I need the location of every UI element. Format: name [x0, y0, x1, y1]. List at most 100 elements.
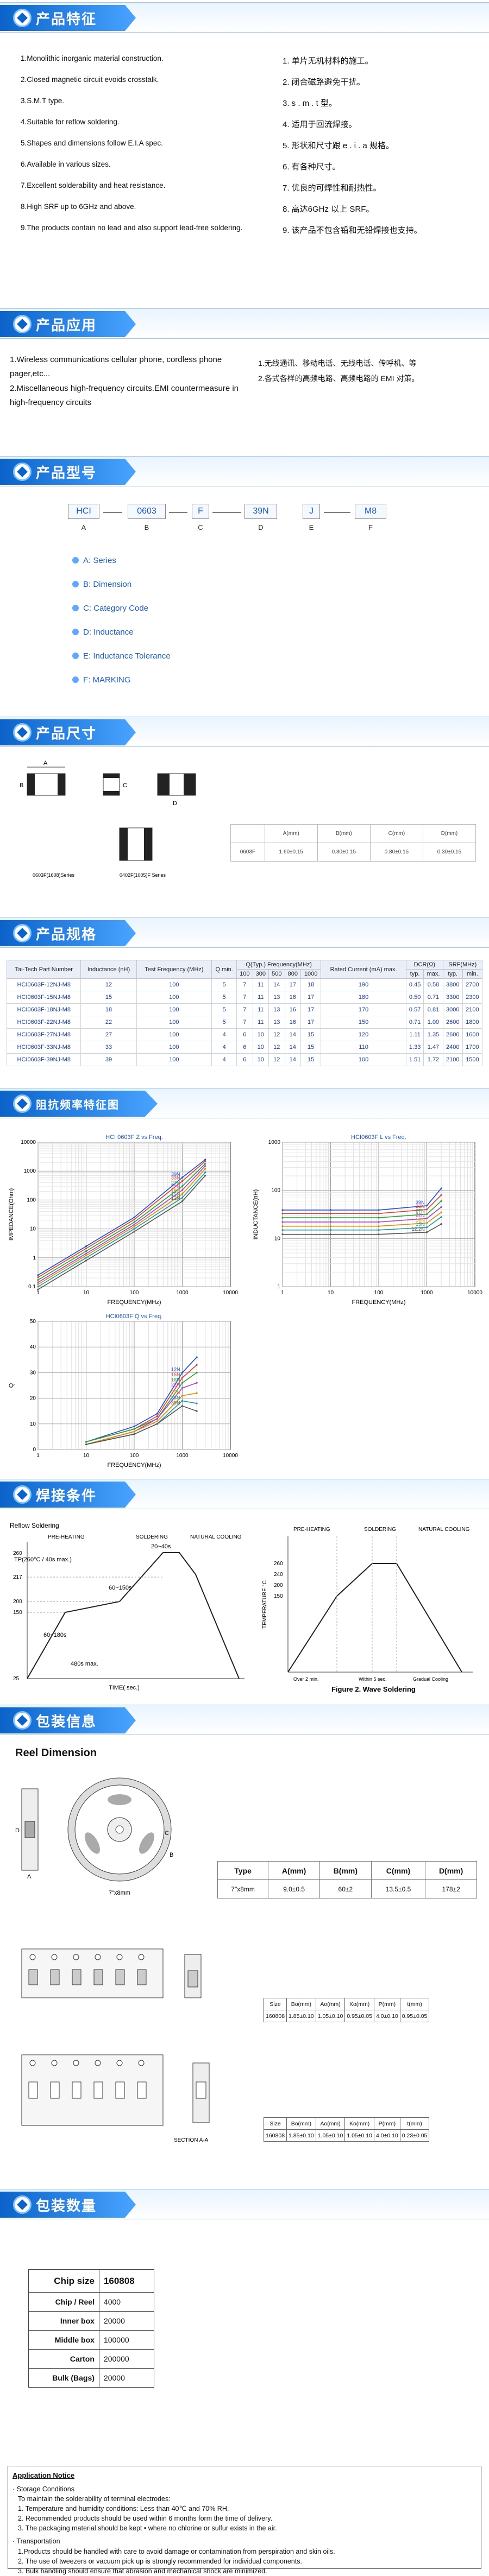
data-point	[196, 1356, 198, 1358]
data-point	[85, 1252, 87, 1255]
feature-en: 3.S.M.T type.	[21, 97, 65, 105]
reflow-t20: 20~40s	[151, 1543, 171, 1550]
data-point	[440, 1187, 442, 1189]
reflow-title: Reflow Soldering	[10, 1522, 59, 1529]
data-point	[156, 1417, 158, 1420]
tape-drawing-2: SECTION A-A	[21, 2054, 210, 2143]
data-point	[181, 1176, 184, 1179]
data-point	[181, 1197, 184, 1199]
spec-cell: 2300	[462, 991, 483, 1004]
data-point	[181, 1400, 184, 1402]
spec-cell: 150	[321, 1016, 406, 1029]
data-point	[156, 1413, 158, 1415]
code-letter: E	[309, 523, 314, 531]
spec-cell: 5	[211, 978, 237, 991]
data-point	[133, 1428, 135, 1430]
spec-cell: 18	[300, 978, 322, 991]
tape-header: Size	[263, 2117, 287, 2130]
feature-cn: 5. 形状和尺寸跟 e . i . a 规格。	[283, 141, 394, 150]
data-point	[425, 1213, 428, 1216]
diamond-icon	[13, 315, 32, 333]
spec-cell: 100	[136, 1053, 212, 1066]
part-code-row: HCI 0603 F 39N J M8 A B C D E F	[68, 504, 405, 531]
spec-cell: 1.47	[423, 1041, 443, 1054]
data-point	[440, 1206, 442, 1208]
tape-header: Ko(mm)	[344, 2117, 374, 2130]
spec-cell: 0.57	[405, 1003, 424, 1016]
data-point	[85, 1259, 87, 1262]
data-point	[378, 1221, 380, 1223]
spec-cell: 2100	[442, 1053, 463, 1066]
data-point	[440, 1223, 442, 1225]
spec-cell: 5	[211, 1003, 237, 1016]
storage-item: 1. Temperature and humidity conditions: …	[18, 2505, 229, 2513]
data-point	[440, 1200, 442, 1202]
spec-cell: 13	[268, 991, 285, 1004]
spec-cell: 6	[236, 1041, 253, 1054]
reflow-soldering: SOLDERING	[136, 1534, 168, 1540]
features-cn-list: 1. 单片无机材料的施工。 2. 闭合磁路避免干扰。 3. s . m . t …	[283, 56, 489, 247]
reflow-t60-180: 60~180s	[43, 1632, 67, 1638]
data-point	[440, 1211, 442, 1213]
spec-cell: 100	[136, 991, 212, 1004]
wave-x: Within 5 sec.	[359, 1676, 387, 1682]
data-point	[156, 1423, 158, 1425]
dim-header: D(mm)	[422, 824, 477, 843]
spec-cell: 4	[211, 1053, 237, 1066]
spec-cell: 12	[268, 1028, 285, 1041]
x-tick-label: 1000	[176, 1453, 189, 1459]
series-label: 18N	[171, 1188, 180, 1194]
data-point	[133, 1225, 135, 1227]
spec-subheader: max.	[423, 969, 443, 979]
spec-cell: 15	[80, 991, 137, 1004]
spec-cell: 3800	[442, 978, 463, 991]
code-separators	[103, 512, 350, 513]
tape-header: Ao(mm)	[315, 2117, 346, 2130]
data-point	[37, 1286, 39, 1288]
spec-subheader: 1000	[300, 969, 322, 979]
feature-en: 8.High SRF up to 6GHz and above.	[21, 202, 136, 211]
spec-cell: 3000	[442, 1003, 463, 1016]
data-point	[281, 1209, 284, 1211]
spec-row: HCI0603F-27NJ-M8 27 100 4 6 10 12 14 15 120 1.11 1.…	[6, 1028, 483, 1041]
spec-cell: 0.71	[405, 1016, 424, 1029]
diamond-icon	[13, 1094, 32, 1113]
reel-label-a: A	[27, 1874, 32, 1880]
dim-label-a: A	[43, 760, 48, 767]
y-tick-label: 100	[27, 1197, 36, 1203]
spec-cell: 1700	[462, 1041, 483, 1054]
reel-header: A(mm)	[268, 1861, 320, 1880]
spec-cell: 11	[252, 978, 269, 991]
tape-cell: 0.95±0.05	[399, 2010, 430, 2022]
y-axis-label: INDUCTANCE(nH)	[253, 1189, 259, 1240]
spec-header: Test Frequency (MHz)	[136, 960, 212, 979]
dim-header: C(mm)	[369, 824, 423, 843]
y-tick-label: 1000	[24, 1168, 36, 1174]
data-point	[181, 1405, 184, 1407]
data-point	[37, 1288, 39, 1290]
qty-key: Carton	[28, 2349, 99, 2369]
x-tick-label: 1000	[176, 1290, 189, 1296]
data-point	[204, 1165, 206, 1167]
tape-header: Bo(mm)	[286, 2117, 316, 2130]
reel-drawing: D A C B 7"x8mm	[15, 1777, 173, 1896]
application-cn-item: 2.各式各样的高频电路、高频电路的 EMI 对策。	[258, 374, 419, 383]
spec-header: Inductance (nH)	[80, 960, 137, 979]
dimension-table: A(mm) B(mm) C(mm) D(mm) 0603F 1.60±0.15 …	[230, 824, 477, 862]
spec-header: DCR(Ω)	[405, 960, 443, 970]
data-point	[204, 1159, 206, 1161]
legend-item-label: D: Inductance	[83, 627, 134, 637]
spec-subheader: 100	[236, 969, 253, 979]
dim-header	[230, 824, 265, 843]
tape-header: P(mm)	[373, 2117, 400, 2130]
tape-table-2: Size Bo(mm) Ao(mm) Ko(mm) P(mm) t(mm) 16…	[263, 2117, 430, 2142]
section-title: 产品型号	[36, 465, 97, 482]
x-tick-label: 10	[83, 1453, 90, 1459]
dim-header: B(mm)	[317, 824, 371, 843]
spec-cell: 6	[236, 1053, 253, 1066]
spec-part-number: HCI0603F-15NJ-M8	[6, 991, 82, 1004]
spec-cell: 7	[236, 1003, 253, 1016]
wave-soldering: SOLDERING	[364, 1527, 396, 1533]
spec-cell: 100	[321, 1053, 406, 1066]
features-banner: 产品特征	[0, 2, 489, 33]
